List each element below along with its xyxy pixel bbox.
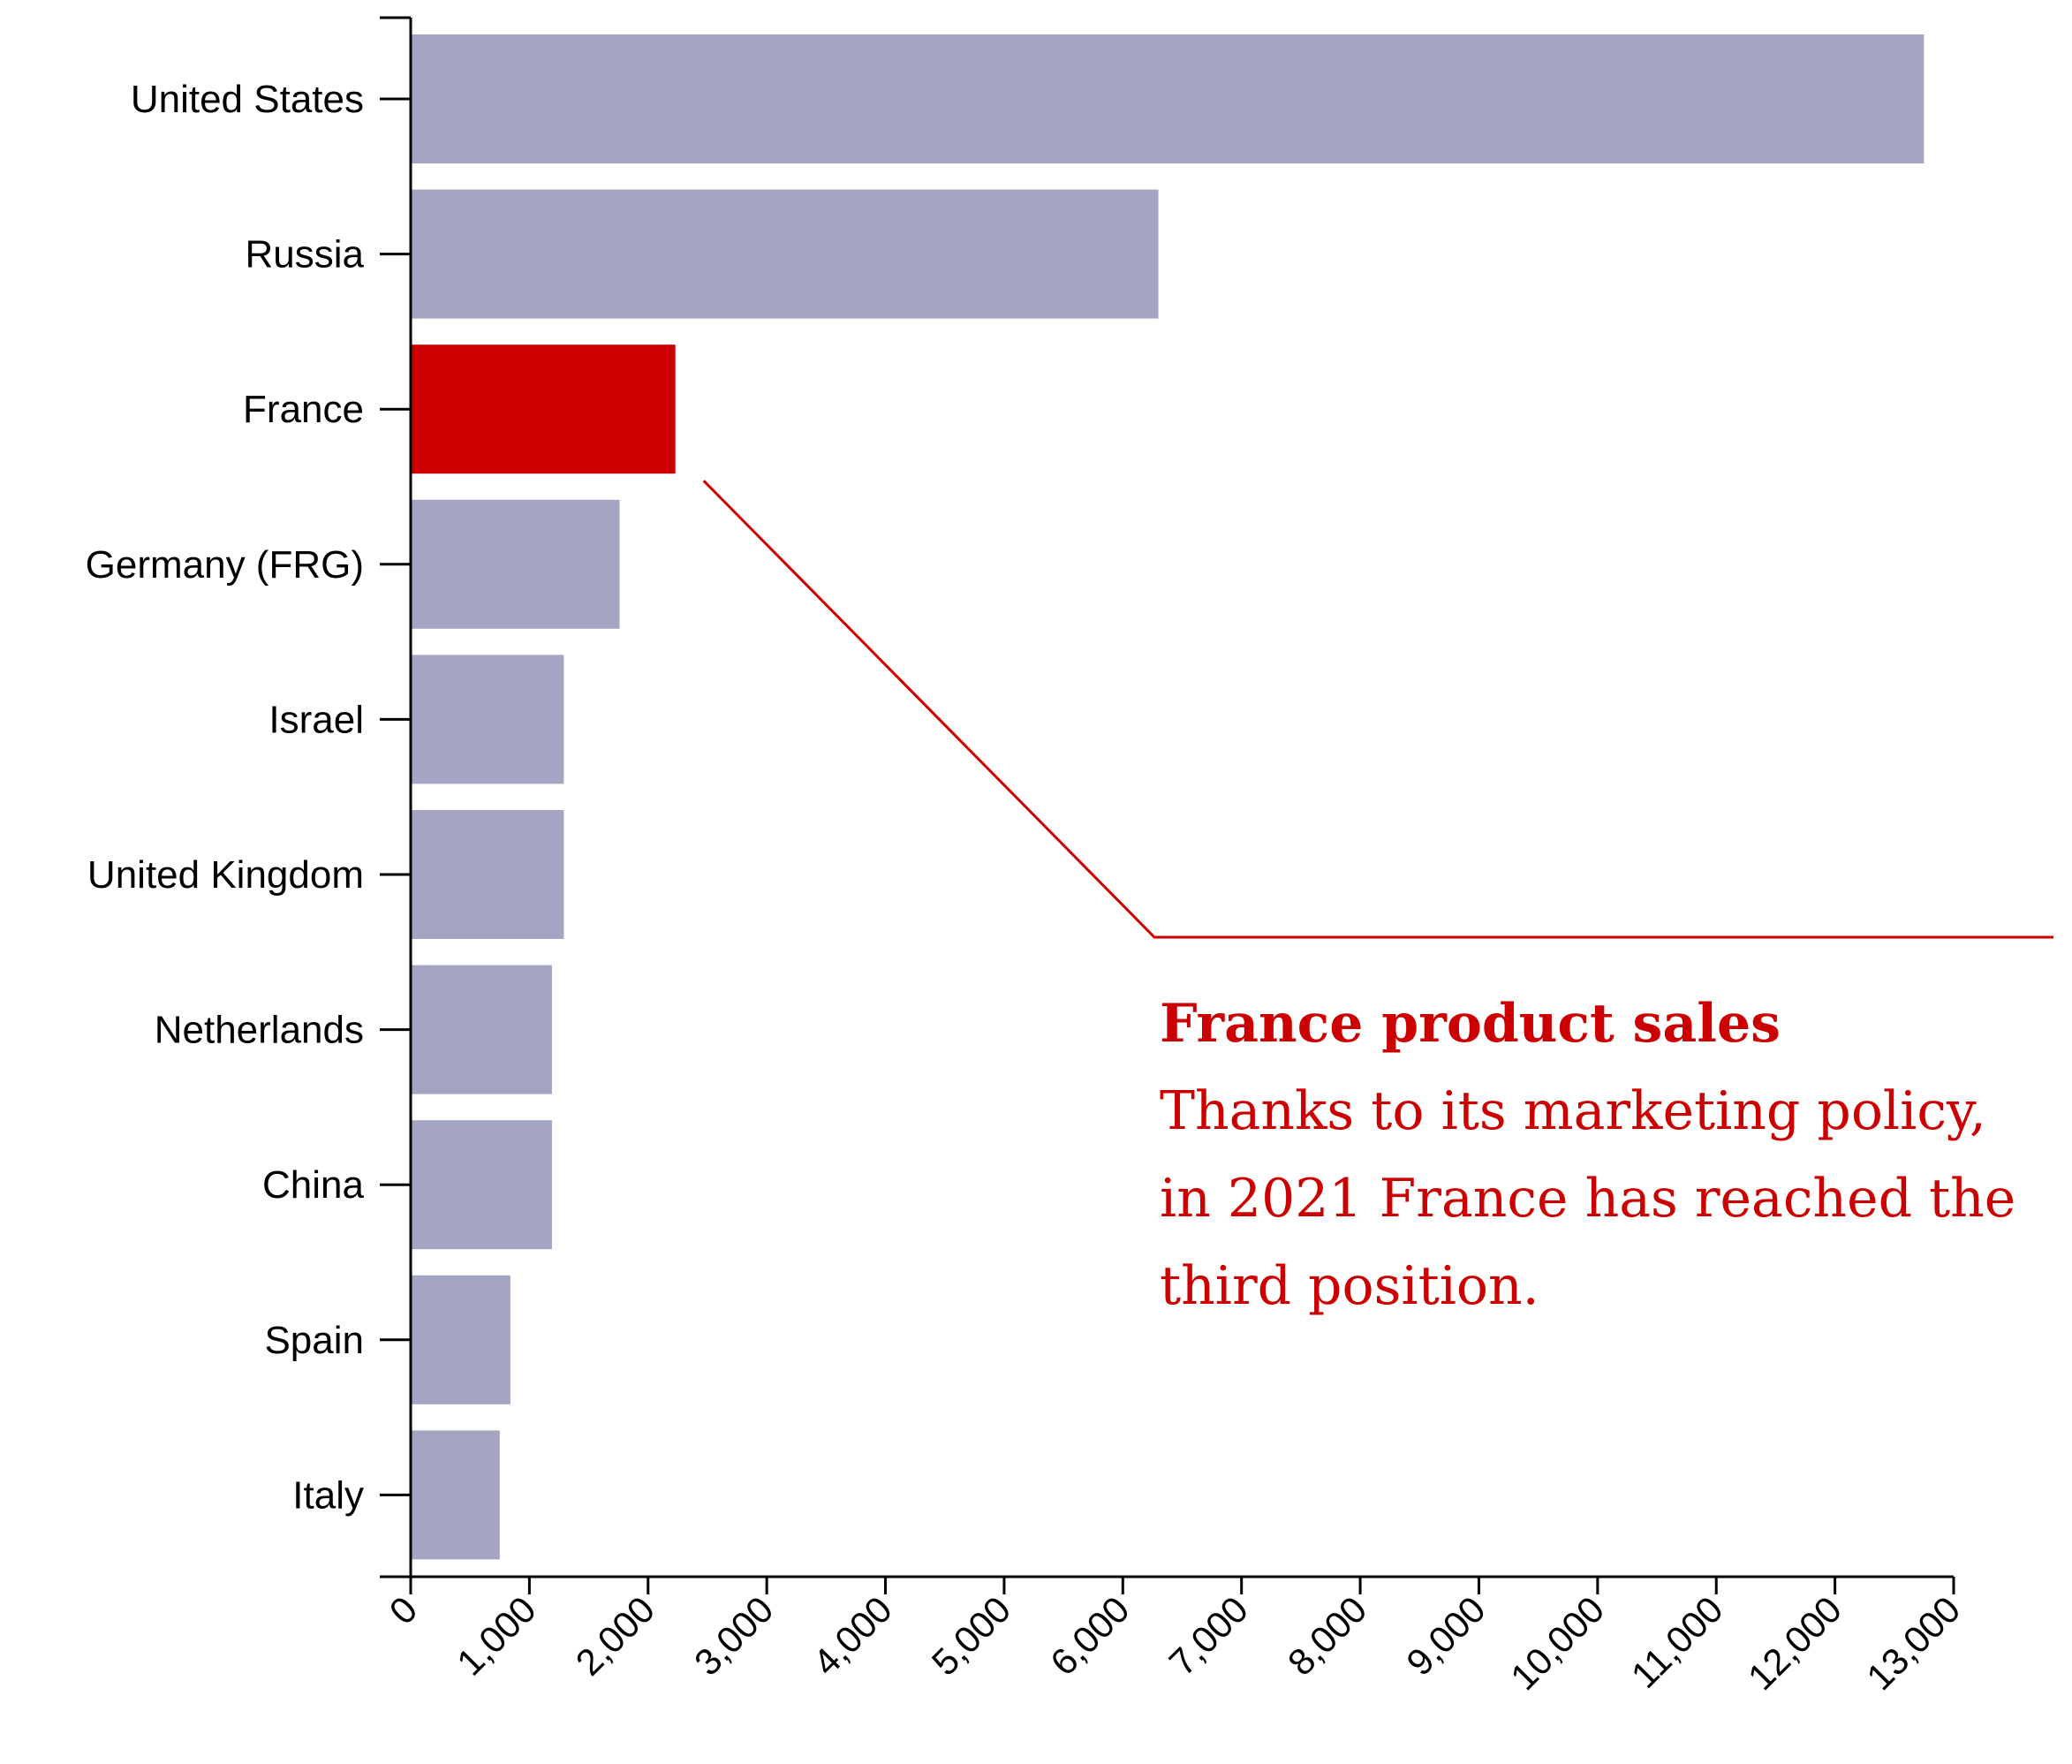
annotation: France product sales Thanks to its marke…	[1160, 980, 2052, 1330]
bar-united-kingdom	[411, 810, 564, 939]
annotation-body: Thanks to its marketing policy, in 2021 …	[1160, 1080, 2016, 1317]
bar-germany-frg	[411, 499, 620, 629]
x-tick-label-5000: 5,000	[924, 1588, 1019, 1684]
y-tick-label-russia: Russia	[246, 233, 365, 276]
y-tick-label-germany-frg: Germany (FRG)	[86, 543, 364, 587]
y-tick-label-united-states: United States	[131, 78, 364, 121]
x-tick-label-9000: 9,000	[1398, 1588, 1494, 1684]
bar-spain	[411, 1275, 510, 1404]
bar-france	[411, 344, 676, 474]
x-tick-label-4000: 4,000	[805, 1588, 900, 1684]
bar-united-states	[411, 34, 1925, 163]
bar-russia	[411, 189, 1159, 319]
x-tick-label-8000: 8,000	[1280, 1588, 1375, 1684]
x-tick-label-12000: 12,000	[1740, 1588, 1849, 1698]
x-tick-label-10000: 10,000	[1502, 1588, 1612, 1698]
x-tick-label-7000: 7,000	[1161, 1588, 1256, 1684]
annotation-leader-line	[702, 480, 2053, 939]
x-tick-label-13000: 13,000	[1858, 1588, 1968, 1698]
x-tick-label-6000: 6,000	[1042, 1588, 1138, 1684]
y-tick-label-spain: Spain	[264, 1319, 364, 1362]
bar-italy	[411, 1430, 500, 1560]
y-tick-label-netherlands: Netherlands	[155, 1009, 364, 1052]
y-tick-label-france: France	[243, 388, 364, 431]
x-tick-label-1000: 1,000	[449, 1588, 544, 1684]
y-tick-label-italy: Italy	[292, 1473, 364, 1517]
bar-netherlands	[411, 965, 552, 1094]
y-tick-label-china: China	[262, 1163, 364, 1207]
x-tick-label-11000: 11,000	[1623, 1588, 1731, 1696]
bar-china	[411, 1120, 552, 1250]
x-tick-label-3000: 3,000	[686, 1588, 782, 1684]
y-tick-label-united-kingdom: United Kingdom	[87, 853, 364, 897]
x-tick-label-0: 0	[382, 1588, 426, 1632]
bar-israel	[411, 655, 564, 784]
x-tick-label-2000: 2,000	[568, 1588, 663, 1684]
y-tick-label-israel: Israel	[268, 698, 364, 741]
annotation-title: France product sales	[1160, 993, 1781, 1055]
